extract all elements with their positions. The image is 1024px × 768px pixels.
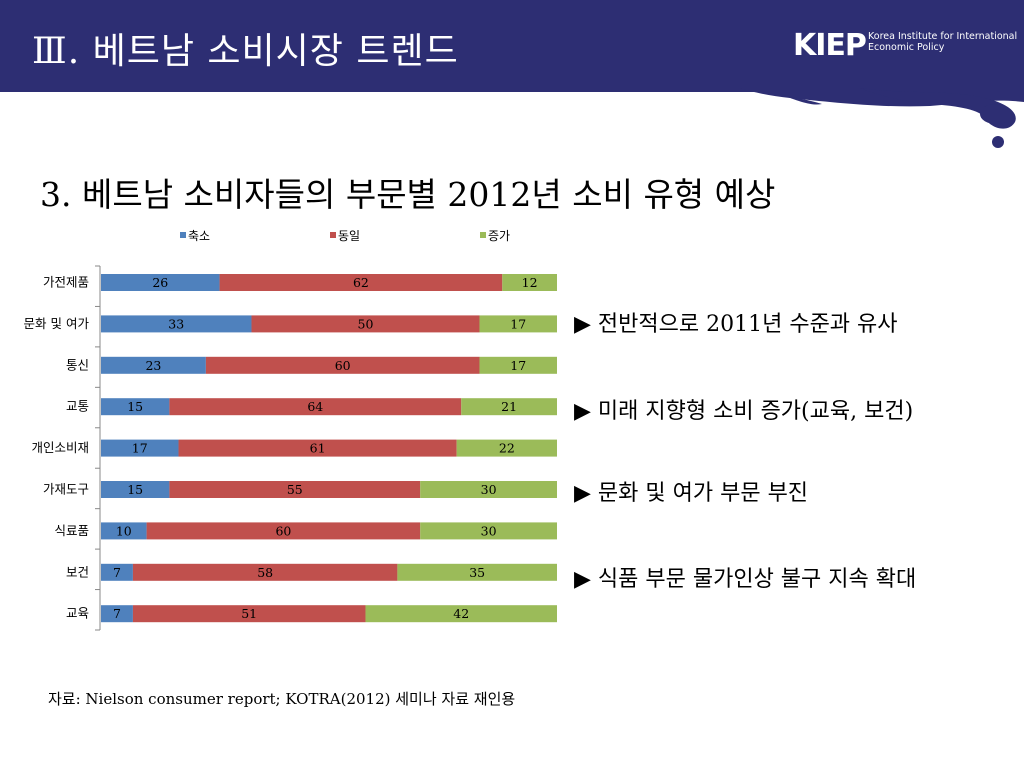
bar-5-2 [420,481,557,498]
bullet-4: ▶ 식품 부문 물가인상 불구 지속 확대 [574,567,917,592]
legend-swatch-0 [180,232,186,238]
legend-label-2: 증가 [488,229,510,243]
bar-8-1 [132,605,366,623]
category-label-3: 교통 [66,399,89,414]
logo-mark: KIEP [793,28,867,63]
bar-8-0 [101,605,133,623]
data-label-4-2: 22 [499,441,515,456]
bar-3-0 [101,398,170,416]
data-label-7-1: 58 [257,565,273,580]
data-label-0-0: 26 [152,275,168,290]
data-label-8-1: 51 [241,606,257,621]
data-label-2-0: 23 [145,358,161,373]
bar-3-2 [461,398,557,416]
data-label-2-2: 17 [510,358,526,373]
data-label-4-1: 61 [310,441,326,456]
data-label-8-0: 7 [113,606,121,621]
bar-6-0 [101,522,147,540]
data-label-0-1: 62 [353,275,369,290]
legend-swatch-2 [480,232,486,238]
chart-heading: 3. 베트남 소비자들의 부문별 2012년 소비 유형 예상 [40,175,776,214]
data-label-1-1: 50 [358,316,374,331]
data-label-7-0: 7 [113,565,121,580]
data-label-8-2: 42 [453,606,469,621]
bullet-2: ▶ 미래 지향형 소비 증가(교육, 보건) [574,399,914,424]
bullet-1: ▶ 전반적으로 2011년 수준과 유사 [574,312,898,337]
bar-2-1 [205,356,480,374]
legend-label-0: 축소 [188,229,210,243]
category-label-0: 가전제품 [43,275,89,290]
data-label-6-1: 60 [275,523,291,538]
data-label-5-2: 30 [481,482,497,497]
logo-text: Korea Institute for International Econom… [868,31,1017,53]
data-label-1-2: 17 [510,316,526,331]
bullet-3: ▶ 문화 및 여가 부문 부진 [574,481,809,506]
data-label-6-2: 30 [481,523,497,538]
category-label-4: 개인소비재 [31,440,89,455]
bar-7-2 [397,563,557,581]
bar-0-2 [502,274,557,291]
category-label-5: 가재도구 [43,482,89,497]
bar-7-1 [132,563,398,581]
data-label-7-2: 35 [469,565,485,580]
bar-1-0 [101,315,252,333]
slide-title: Ⅲ. 베트남 소비시장 트렌드 [32,31,459,72]
data-label-6-0: 10 [116,523,132,538]
bar-8-2 [365,605,557,623]
bar-5-0 [101,481,170,498]
category-label-1: 문화 및 여가 [24,316,90,331]
category-label-7: 보건 [66,564,89,579]
data-label-5-1: 55 [287,482,303,497]
logo-text-line1: Korea Institute for International [868,31,1018,42]
source-note: 자료: Nielson consumer report; KOTRA(2012)… [48,690,516,708]
bar-6-1 [146,522,421,540]
data-label-3-0: 15 [127,399,143,414]
bar-3-1 [169,398,462,416]
bar-6-2 [420,522,557,540]
header-bar: Ⅲ. 베트남 소비시장 트렌드 KIEP Korea Institute for… [0,0,1024,92]
bar-4-1 [178,439,457,457]
logo-text-line2: Economic Policy [868,42,945,53]
data-label-1-0: 33 [168,316,184,331]
category-label-8: 교육 [66,606,89,621]
bar-0-0 [101,274,220,291]
bar-5-1 [169,481,421,498]
bar-1-1 [251,315,480,333]
category-label-2: 통신 [66,357,89,372]
data-label-0-2: 12 [522,275,538,290]
data-label-2-1: 60 [335,358,351,373]
bar-4-2 [456,439,557,457]
category-label-6: 식료품 [54,523,89,538]
ink-splash-decoration [740,88,1024,148]
data-label-3-2: 21 [501,399,517,414]
logo-mark-text: KIEP [793,28,867,63]
bar-2-0 [101,356,206,374]
bar-1-2 [479,315,557,333]
legend-swatch-1 [330,232,336,238]
bar-4-0 [101,439,179,457]
data-label-5-0: 15 [127,482,143,497]
data-label-4-0: 17 [132,441,148,456]
legend-label-1: 동일 [338,229,360,243]
bar-0-1 [219,274,503,291]
bar-7-0 [101,563,133,581]
bar-2-2 [479,356,557,374]
data-label-3-1: 64 [307,399,323,414]
